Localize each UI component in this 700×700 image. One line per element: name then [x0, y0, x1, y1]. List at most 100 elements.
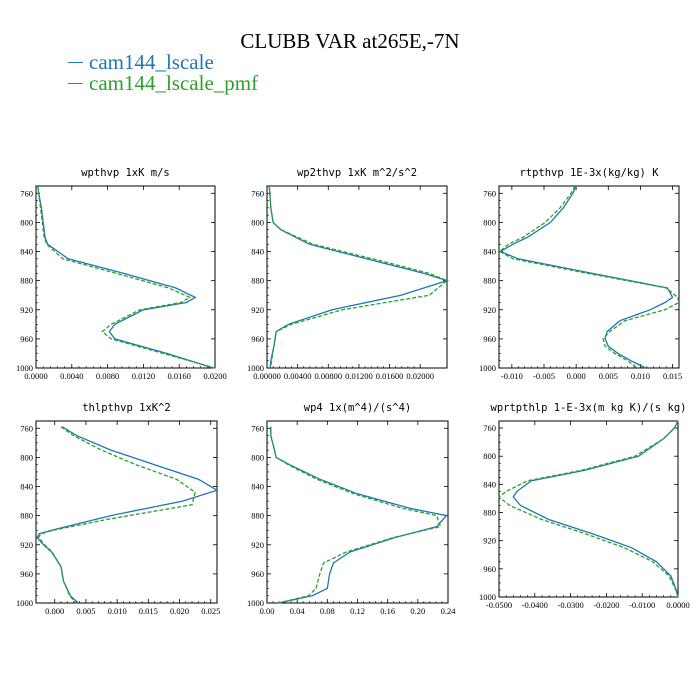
y-tick-label: 1000: [16, 363, 33, 373]
y-tick-label: 880: [20, 276, 33, 286]
x-tick-label: 0.00800: [314, 371, 342, 381]
y-tick-label: 920: [483, 536, 496, 546]
y-tick-label: 800: [251, 452, 264, 462]
panel-title: wp4 1x(m^4)/(s^4): [304, 402, 411, 414]
x-tick-label: 0.0120: [132, 371, 155, 381]
panel-2: wp2thvp 1xK m^2/s^2 0.00000 0.00400 0.00800…: [247, 167, 450, 381]
y-tick-label: 840: [483, 479, 496, 489]
panel-title: rtpthvp 1E-3x(kg/kg) K: [519, 167, 659, 179]
plot-frame: [266, 185, 448, 369]
y-tick-label: 920: [20, 305, 33, 315]
y-tick-label: 880: [483, 276, 496, 286]
legend-label: cam144_lscale_pmf: [89, 71, 259, 95]
plot-frame: [498, 420, 679, 598]
x-tick-label: 0.000: [45, 606, 64, 616]
x-tick-label: 0.04: [290, 606, 306, 616]
y-tick-label: 920: [20, 540, 33, 550]
y-tick-label: 960: [483, 334, 496, 344]
x-tick-label: 0.02000: [406, 371, 434, 381]
y-tick-label: 960: [483, 564, 496, 574]
series-line-cam144-lscale-pmf: [498, 185, 680, 369]
x-tick-label: -0.010: [501, 371, 523, 381]
y-tick-label: 1000: [479, 363, 496, 373]
y-tick-label: 920: [483, 305, 496, 315]
y-tick-label: 880: [251, 276, 264, 286]
x-tick-label: 0.000: [567, 371, 586, 381]
x-tick-label: 0.015: [663, 371, 682, 381]
y-tick-label: 1000: [247, 598, 264, 608]
panel-title: wp2thvp 1xK m^2/s^2: [297, 167, 417, 179]
legend-swatch-green: [68, 83, 83, 84]
x-tick-label: -0.005: [533, 371, 555, 381]
y-tick-label: 840: [483, 247, 496, 257]
x-tick-label: 0.01200: [345, 371, 373, 381]
legend-entry-cam144-lscale-pmf: cam144_lscale_pmf: [68, 71, 258, 96]
y-tick-label: 1000: [16, 598, 33, 608]
y-tick-label: 800: [251, 217, 264, 227]
series-line-cam144-lscale-pmf: [37, 426, 196, 604]
x-tick-label: 0.00400: [284, 371, 312, 381]
x-tick-label: 0.0000: [666, 600, 689, 610]
y-tick-label: 760: [20, 423, 33, 433]
series-line-cam144-lscale: [37, 185, 214, 369]
y-tick-label: 840: [20, 247, 33, 257]
x-tick-label: 0.005: [76, 606, 95, 616]
panel-title: wprtpthlp 1-E-3x(m kg K)/(s kg): [491, 402, 687, 414]
series-line-cam144-lscale: [268, 185, 450, 369]
series-line-cam144-lscale: [498, 185, 674, 369]
x-tick-label: 0.010: [108, 606, 127, 616]
x-tick-label: -0.0500: [486, 600, 512, 610]
legend-entry-cam144-lscale: cam144_lscale: [68, 50, 214, 75]
y-tick-label: 800: [483, 451, 496, 461]
x-tick-label: 0.025: [201, 606, 220, 616]
x-tick-label: 0.0200: [203, 371, 226, 381]
y-tick-label: 920: [251, 305, 264, 315]
figure-title: CLUBB VAR at265E,-7N: [240, 29, 460, 53]
x-tick-label: -0.0300: [557, 600, 583, 610]
y-tick-label: 1000: [247, 363, 264, 373]
series-line-cam144-lscale-pmf: [270, 426, 442, 604]
series-line-cam144-lscale: [270, 426, 448, 604]
x-tick-label: 0.0080: [96, 371, 119, 381]
x-tick-label: -0.0100: [629, 600, 655, 610]
x-tick-label: 0.010: [631, 371, 650, 381]
x-tick-label: -0.0200: [593, 600, 619, 610]
y-tick-label: 960: [20, 334, 33, 344]
y-tick-label: 880: [20, 511, 33, 521]
x-tick-label: 0.08: [320, 606, 335, 616]
series-line-cam144-lscale-pmf: [268, 185, 449, 369]
plot-frame: [35, 420, 218, 604]
legend-swatch-blue: [68, 62, 83, 63]
y-tick-label: 760: [251, 423, 264, 433]
y-tick-label: 920: [251, 540, 264, 550]
y-tick-label: 840: [251, 482, 264, 492]
plot-frame: [498, 185, 680, 369]
y-tick-label: 840: [251, 247, 264, 257]
y-tick-label: 760: [483, 423, 496, 433]
y-tick-label: 960: [251, 334, 264, 344]
x-tick-label: 0.0160: [168, 371, 191, 381]
x-tick-label: 0.12: [350, 606, 365, 616]
y-tick-label: 800: [20, 452, 33, 462]
x-tick-label: 0.24: [441, 606, 457, 616]
y-tick-label: 840: [20, 482, 33, 492]
panel-5: wp4 1x(m^4)/(s^4) 0.00 0.04 0.08 0.12 0.16 0.2…: [247, 402, 456, 616]
panel-4: thlpthvp 1xK^2 0.000 0.005 0.010 0.015 0.020 0…: [16, 402, 220, 616]
plot-frame: [35, 185, 216, 369]
y-tick-label: 760: [20, 188, 33, 198]
x-tick-label: 0.01600: [376, 371, 404, 381]
x-tick-label: 0.0000: [24, 371, 47, 381]
panel-1: wpthvp 1xK m/s 0.0000 0.0040 0.0080 0.0120 0.…: [16, 167, 227, 381]
y-tick-label: 760: [483, 188, 496, 198]
y-tick-label: 960: [20, 569, 33, 579]
x-tick-label: 0.015: [139, 606, 158, 616]
y-tick-label: 800: [20, 217, 33, 227]
panel-3: rtpthvp 1E-3x(kg/kg) K -0.010 -0.005 0.000 0…: [479, 167, 682, 381]
panel-6: wprtpthlp 1-E-3x(m kg K)/(s kg) -0.0500 -0…: [479, 402, 690, 610]
x-tick-label: 0.020: [170, 606, 189, 616]
y-tick-label: 960: [251, 569, 264, 579]
series-line-cam144-lscale: [512, 420, 679, 598]
legend-label: cam144_lscale: [89, 50, 214, 74]
